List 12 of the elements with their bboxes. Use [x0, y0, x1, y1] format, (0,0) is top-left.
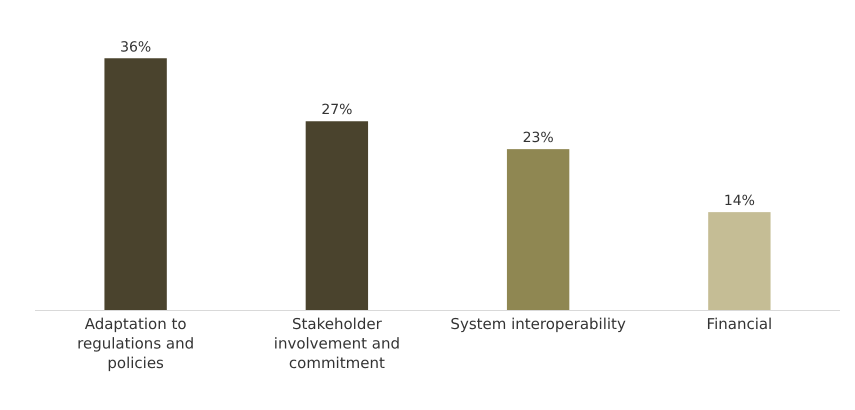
x-tick-label: System interoperability [450, 315, 626, 333]
bar [104, 58, 167, 310]
x-tick-label: Financial [706, 315, 772, 333]
x-tick-label: Adaptation to regulations and policies [77, 315, 194, 372]
data-label: 14% [724, 193, 755, 210]
bar [506, 149, 570, 310]
data-label: 27% [321, 102, 352, 118]
x-tick-label: Stakeholder involvement and commitment [274, 315, 400, 372]
data-label: 36% [120, 39, 152, 56]
bar [708, 212, 771, 310]
data-label: 23% [522, 130, 554, 146]
bar [306, 121, 368, 310]
